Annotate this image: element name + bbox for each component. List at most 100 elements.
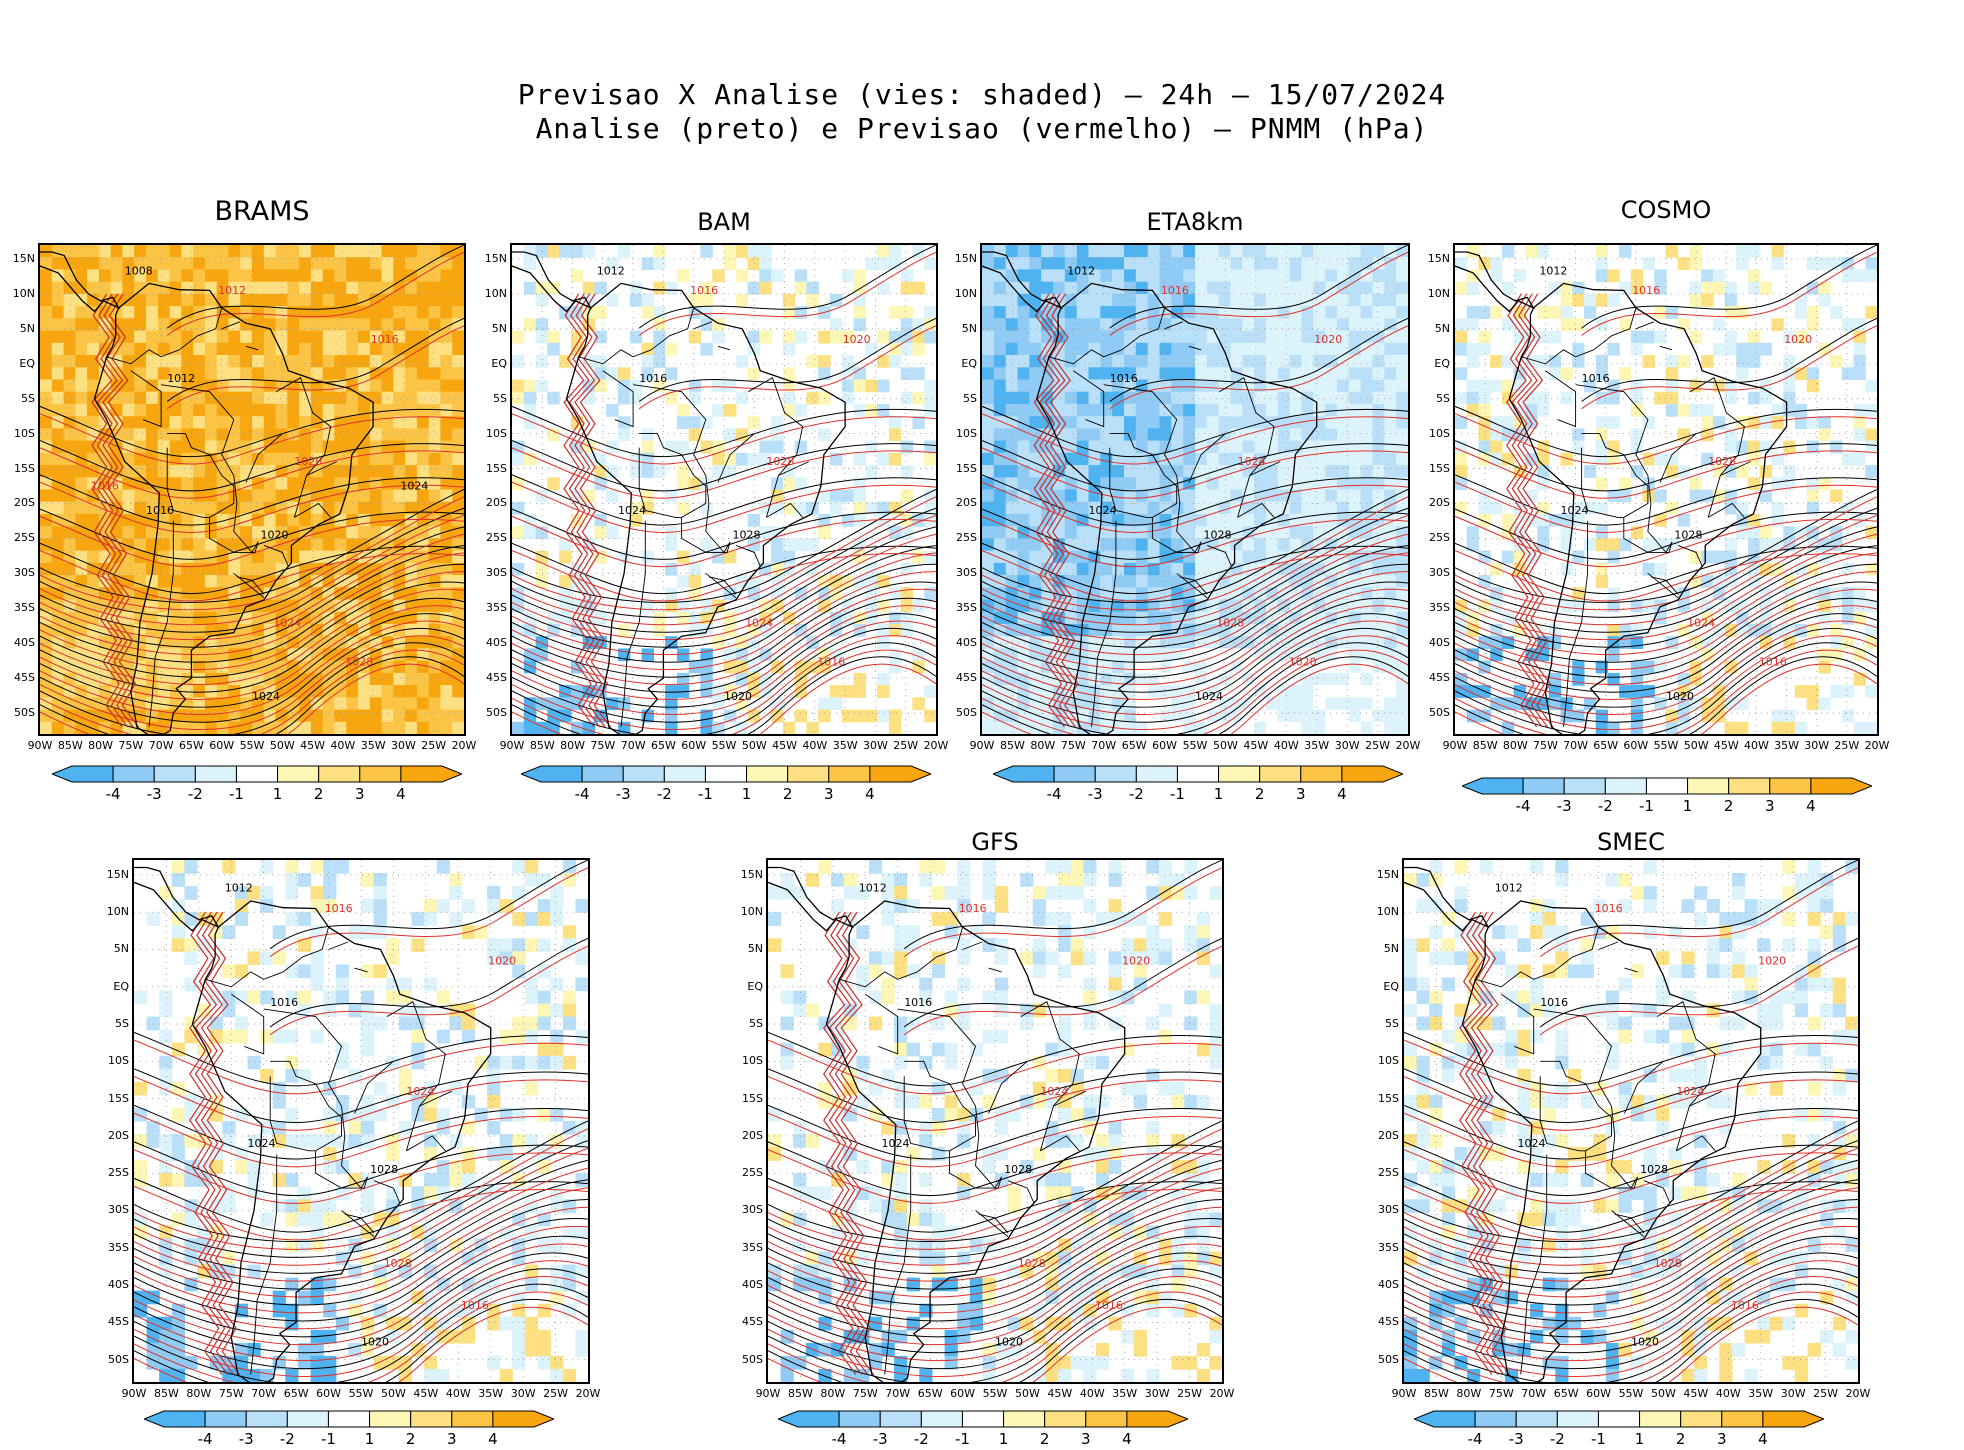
isobar-label: 1016 xyxy=(1595,902,1623,915)
isobar-label: 1012 xyxy=(218,284,246,297)
colorbar-segment xyxy=(993,766,1054,782)
lat-tick-label: EQ xyxy=(937,357,977,370)
isobar-label: 1028 xyxy=(1204,528,1232,541)
colorbar-segment xyxy=(521,766,582,782)
colorbar-label: 4 xyxy=(1748,1430,1778,1448)
lat-tick-label: 5S xyxy=(1410,392,1450,405)
lat-tick-label: 5N xyxy=(89,942,129,955)
lat-tick-label: EQ xyxy=(1410,357,1450,370)
colorbar-label: 1 xyxy=(355,1430,385,1448)
isobar-label: 1012 xyxy=(225,881,253,894)
lat-tick-label: 15N xyxy=(1359,868,1399,881)
colorbar-segment xyxy=(747,766,788,782)
colorbar-segment xyxy=(411,1411,452,1427)
colorbar-segment xyxy=(1462,778,1523,794)
isobar-label: 1028 xyxy=(1654,1257,1682,1270)
colorbar-segment xyxy=(493,1411,554,1427)
colorbar-label: -1 xyxy=(947,1430,977,1448)
colorbar-segment xyxy=(1054,766,1095,782)
lat-tick-label: 45S xyxy=(89,1315,129,1328)
isobar-label: 1016 xyxy=(371,333,399,346)
colorbar-label: -3 xyxy=(608,785,638,803)
isobar-label: 1020 xyxy=(261,528,289,541)
isobar-label: 1024 xyxy=(406,1085,434,1098)
isobar-label: 1012 xyxy=(167,372,195,385)
colorbar-segment xyxy=(1564,778,1605,794)
lat-tick-label: 10N xyxy=(89,905,129,918)
lat-tick-label: 25S xyxy=(937,531,977,544)
lat-tick-label: 5S xyxy=(937,392,977,405)
isobar-label: 1024 xyxy=(1195,690,1223,703)
colorbar-segment xyxy=(1516,1411,1557,1427)
colorbar-label: 4 xyxy=(478,1430,508,1448)
isobar-label: 1024 xyxy=(400,480,428,493)
lat-tick-label: 15S xyxy=(1359,1092,1399,1105)
isobar-label: 1016 xyxy=(639,372,667,385)
isobar-label: 1020 xyxy=(843,333,871,346)
isobar-label: 1028 xyxy=(1674,528,1702,541)
colorbar-label: -2 xyxy=(1121,785,1151,803)
lat-tick-label: EQ xyxy=(1359,980,1399,993)
colorbar-segment xyxy=(287,1411,328,1427)
lat-tick-label: 50S xyxy=(1410,706,1450,719)
colorbar-segment xyxy=(829,766,870,782)
colorbar-segment xyxy=(1301,766,1342,782)
colorbar-segment xyxy=(1640,1411,1681,1427)
colorbar-segment xyxy=(788,766,829,782)
colorbar-label: 1 xyxy=(1204,785,1234,803)
lat-tick-label: 50S xyxy=(89,1353,129,1366)
lat-tick-label: 35S xyxy=(467,601,507,614)
isobar-label: 1016 xyxy=(1161,284,1189,297)
colorbar-label: -1 xyxy=(1162,785,1192,803)
isobar-label: 1016 xyxy=(91,480,119,493)
panel-title-eta8km: ETA8km xyxy=(1095,208,1295,236)
colorbar-segment xyxy=(278,766,319,782)
lat-tick-label: 35S xyxy=(1410,601,1450,614)
colorbar-segment xyxy=(1260,766,1301,782)
lat-tick-label: 20S xyxy=(1410,496,1450,509)
lon-tick-label: 20W xyxy=(1202,1387,1242,1400)
lat-tick-label: 5S xyxy=(0,392,35,405)
colorbar-segment xyxy=(236,766,277,782)
colorbar-label: 2 xyxy=(304,785,334,803)
isobar-label: 1028 xyxy=(1216,616,1244,629)
lat-tick-label: 15S xyxy=(723,1092,763,1105)
lat-tick-label: 25S xyxy=(723,1166,763,1179)
colorbar-label: 3 xyxy=(1071,1430,1101,1448)
isobar-label: 1028 xyxy=(1018,1257,1046,1270)
colorbar-segment xyxy=(195,766,236,782)
colorbar-segment xyxy=(705,766,746,782)
colorbar-segment xyxy=(52,766,113,782)
colorbar-label: 1 xyxy=(1673,797,1703,815)
colorbar-label: 3 xyxy=(345,785,375,803)
lat-tick-label: 45S xyxy=(467,671,507,684)
isobar-label: 1016 xyxy=(270,996,298,1009)
lat-tick-label: EQ xyxy=(467,357,507,370)
lat-tick-label: 45S xyxy=(1410,671,1450,684)
colorbar-segment xyxy=(1688,778,1729,794)
colorbar-segment xyxy=(370,1411,411,1427)
isobar-label: 1016 xyxy=(461,1299,489,1312)
isobar-label: 1016 xyxy=(1582,372,1610,385)
lat-tick-label: 5N xyxy=(467,322,507,335)
colorbar-segment xyxy=(1086,1411,1127,1427)
isobar-label: 1024 xyxy=(882,1137,910,1150)
colorbar-label: 4 xyxy=(1796,797,1826,815)
isobar-label: 1012 xyxy=(859,881,887,894)
colorbar-label: -4 xyxy=(567,785,597,803)
colorbar-segment xyxy=(582,766,623,782)
panel-title-cosmo: COSMO xyxy=(1566,196,1766,224)
lat-tick-label: 25S xyxy=(1410,531,1450,544)
isobar-label: 1028 xyxy=(370,1163,398,1176)
colorbar-label: 4 xyxy=(1112,1430,1142,1448)
isobar-label: 1024 xyxy=(1561,504,1589,517)
